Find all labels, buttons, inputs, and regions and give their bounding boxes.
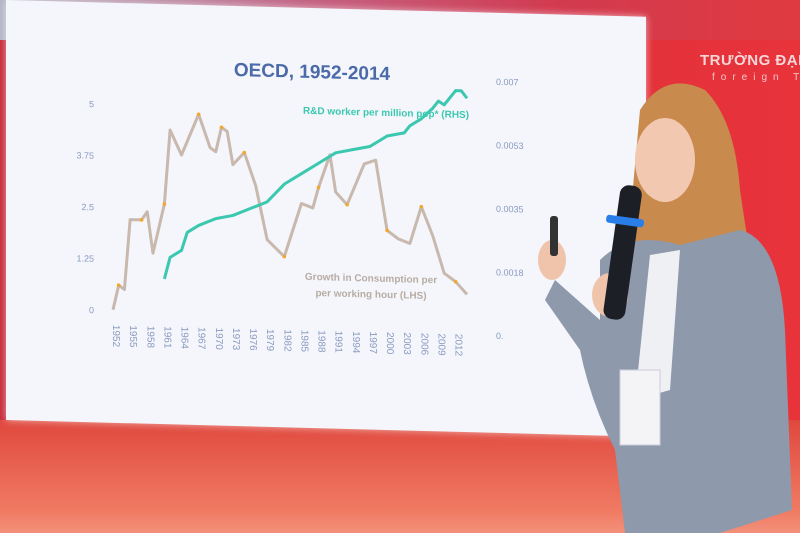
chart-title: OECD, 1952-2014 (234, 60, 391, 85)
data-point (219, 125, 224, 130)
x-tick-label: 2006 (418, 333, 429, 356)
series-line-1 (162, 89, 469, 280)
y-left-tick-label: 1.25 (76, 253, 94, 263)
series-label-consumption-1: Growth in Consumption per (305, 272, 437, 286)
presenter-clicker (550, 216, 558, 256)
y-right-tick-label: 0.007 (496, 77, 519, 88)
data-point (345, 202, 349, 207)
x-tick-label: 1955 (127, 325, 138, 348)
x-tick-label: 1988 (316, 330, 327, 353)
x-tick-label: 1982 (281, 329, 292, 352)
series-label-rd: R&D worker per million pop* (RHS) (303, 106, 469, 121)
x-tick-label: 1970 (213, 327, 224, 350)
microphone-ring (606, 214, 645, 228)
data-point (162, 202, 167, 206)
x-tick-label: 2009 (435, 333, 446, 356)
name-badge (619, 369, 661, 446)
data-point (453, 279, 458, 284)
x-tick-label: 1994 (350, 331, 361, 354)
x-tick-label: 1985 (298, 330, 309, 353)
data-point (316, 185, 321, 190)
x-tick-label: 1979 (264, 329, 275, 352)
x-tick-label: 1967 (196, 327, 207, 350)
x-tick-label: 1973 (230, 328, 241, 351)
y-right-tick-label: 0.0018 (496, 267, 524, 278)
x-tick-label: 2012 (453, 334, 464, 357)
data-point (196, 112, 201, 117)
banner-brand-text: TRƯỜNG ĐẠI (700, 52, 800, 69)
data-point (282, 254, 287, 259)
x-tick-label: 1961 (161, 326, 172, 349)
data-point (419, 204, 424, 209)
data-point (116, 283, 121, 288)
x-tick-label: 1991 (333, 331, 344, 354)
y-right-tick-label: 0.0035 (496, 204, 524, 215)
series-line-0 (111, 112, 469, 311)
data-point (139, 218, 144, 222)
presenter-shirt (635, 250, 680, 400)
series-label-consumption-2: per working hour (LHS) (315, 288, 426, 302)
x-tick-label: 2003 (401, 332, 412, 355)
y-right-tick-label: 0. (496, 331, 504, 341)
presenter (538, 83, 792, 533)
data-point (242, 150, 247, 155)
x-tick-label: 1964 (179, 327, 190, 350)
y-left-tick-label: 2.5 (81, 202, 94, 212)
x-tick-label: 1976 (247, 328, 258, 351)
data-point (385, 228, 389, 233)
x-tick-label: 2000 (384, 332, 395, 355)
banner-brand-subtext: foreign T (712, 72, 800, 83)
x-tick-label: 1997 (367, 331, 378, 354)
y-left-tick-label: 5 (89, 99, 94, 109)
chart: OECD, 1952-2014 1952 1955 1958 1961 1964 1967… (76, 60, 524, 357)
presenter-face (635, 118, 695, 202)
y-left-tick-label: 0 (89, 305, 94, 315)
presenter-hand-left (538, 240, 566, 280)
y-left-tick-label: 3.75 (76, 150, 94, 160)
x-tick-label: 1958 (144, 326, 155, 349)
projection-screen: OECD, 1952-2014 1952 1955 1958 1961 1964 1967… (6, 0, 646, 437)
y-right-tick-label: 0.0053 (496, 140, 524, 151)
x-tick-label: 1952 (110, 325, 121, 348)
